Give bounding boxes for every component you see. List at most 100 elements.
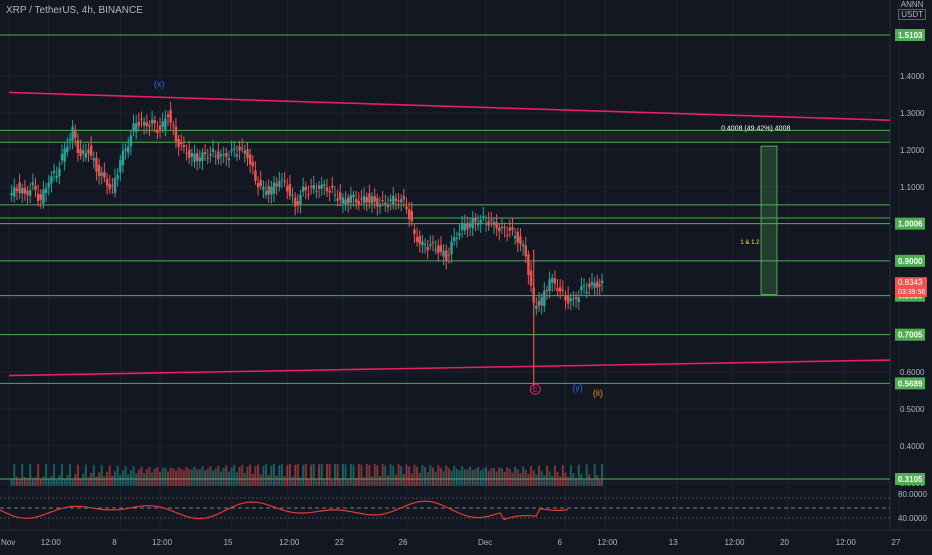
- price-tick-label: 1.4000: [900, 72, 925, 81]
- candle-body: [209, 154, 212, 156]
- volume-bar: [469, 466, 472, 486]
- volume-bar: [42, 476, 45, 486]
- price-tick-label: 0.5000: [900, 405, 925, 414]
- volume-bar: [347, 478, 350, 486]
- candle-body: [169, 110, 172, 123]
- volume-bar: [360, 464, 363, 486]
- volume-bar: [34, 477, 37, 486]
- volume-bar: [580, 473, 583, 486]
- trendline[interactable]: [8, 359, 891, 377]
- candle-body: [60, 153, 64, 161]
- price-zone: [0, 130, 890, 143]
- time-tick-label: 8: [112, 538, 117, 547]
- volume-bar: [278, 465, 281, 486]
- price-tick-label: 0.6000: [900, 368, 925, 377]
- volume-bar: [235, 472, 238, 486]
- volume-bar: [559, 476, 562, 486]
- candle-body: [389, 199, 392, 202]
- price-axis-unit[interactable]: ANNN USDT: [898, 0, 926, 20]
- candle-body: [13, 187, 16, 197]
- measure-box[interactable]: [760, 145, 778, 296]
- candle-body: [58, 168, 61, 177]
- volume-bar: [596, 474, 599, 486]
- volume-bar: [13, 464, 16, 486]
- volume-bar: [328, 464, 331, 486]
- candle-body: [225, 153, 228, 157]
- candle-body: [415, 236, 419, 242]
- volume-bar: [169, 467, 172, 486]
- volume-bar: [527, 473, 530, 486]
- candle-body: [150, 119, 154, 124]
- volume-bar: [447, 468, 450, 486]
- candle-body: [516, 231, 519, 243]
- candle-body: [315, 190, 318, 192]
- level-price-tag[interactable]: [895, 217, 925, 230]
- level-price-tag[interactable]: [895, 254, 925, 267]
- candle-body: [18, 182, 21, 194]
- candle-body: [294, 197, 297, 207]
- volume-bar: [214, 468, 217, 486]
- volume-bar: [376, 465, 379, 486]
- candle-body: [214, 155, 217, 157]
- volume-bar: [575, 477, 578, 486]
- level-price-tag[interactable]: [895, 29, 925, 41]
- candle-body: [193, 153, 196, 162]
- candle-body: [323, 184, 326, 186]
- volume-bar: [103, 476, 106, 486]
- volume-bar: [92, 464, 95, 486]
- candle-body: [596, 281, 599, 288]
- candle-body: [71, 126, 74, 141]
- candle-body: [585, 291, 588, 294]
- time-tick-label: 26: [399, 538, 408, 547]
- candle-body: [352, 194, 355, 198]
- candle-body: [373, 196, 376, 202]
- candle-body: [582, 285, 586, 287]
- candle-body: [336, 198, 339, 201]
- volume-bar: [39, 478, 42, 486]
- volume-bar: [445, 465, 448, 486]
- candle-body: [455, 237, 459, 239]
- candle-body: [63, 148, 66, 162]
- candle-body: [341, 197, 345, 204]
- candle-body: [74, 130, 77, 138]
- volume-bar: [288, 464, 291, 486]
- candle-body: [251, 161, 254, 167]
- time-tick-label: 6: [558, 538, 563, 547]
- candle-body: [450, 241, 453, 255]
- level-price-tag[interactable]: [895, 328, 925, 341]
- level-price-tag[interactable]: [895, 473, 925, 485]
- volume-bar: [182, 470, 185, 486]
- candle-body: [325, 187, 329, 192]
- volume-bar: [392, 465, 395, 486]
- candle-body: [521, 244, 525, 247]
- volume-bar: [68, 464, 71, 486]
- volume-bar: [394, 474, 397, 486]
- volume-bar: [434, 471, 437, 486]
- trendline[interactable]: [8, 91, 891, 122]
- candle-body: [124, 148, 127, 151]
- candle-body: [320, 184, 323, 189]
- volume-bar: [259, 474, 262, 486]
- volume-bar: [265, 464, 268, 486]
- volume-bar: [569, 464, 572, 486]
- volume-bar: [461, 466, 464, 486]
- candle-body: [386, 205, 390, 208]
- candle-body: [400, 199, 403, 203]
- volume-bar: [145, 469, 148, 486]
- candle-body: [275, 183, 278, 187]
- current-price-tag[interactable]: [895, 277, 927, 298]
- candle-body: [460, 223, 464, 231]
- candle-body: [370, 196, 374, 204]
- volume-bar: [217, 465, 220, 486]
- level-price-tag[interactable]: [895, 377, 925, 390]
- candle-body: [453, 237, 456, 242]
- candle-body: [172, 124, 175, 126]
- volume-bar: [408, 466, 411, 486]
- volume-bar: [453, 465, 456, 486]
- volume-bar: [156, 467, 159, 486]
- candle-body: [108, 184, 111, 190]
- volume-bar: [286, 465, 289, 486]
- candle-body: [121, 150, 125, 166]
